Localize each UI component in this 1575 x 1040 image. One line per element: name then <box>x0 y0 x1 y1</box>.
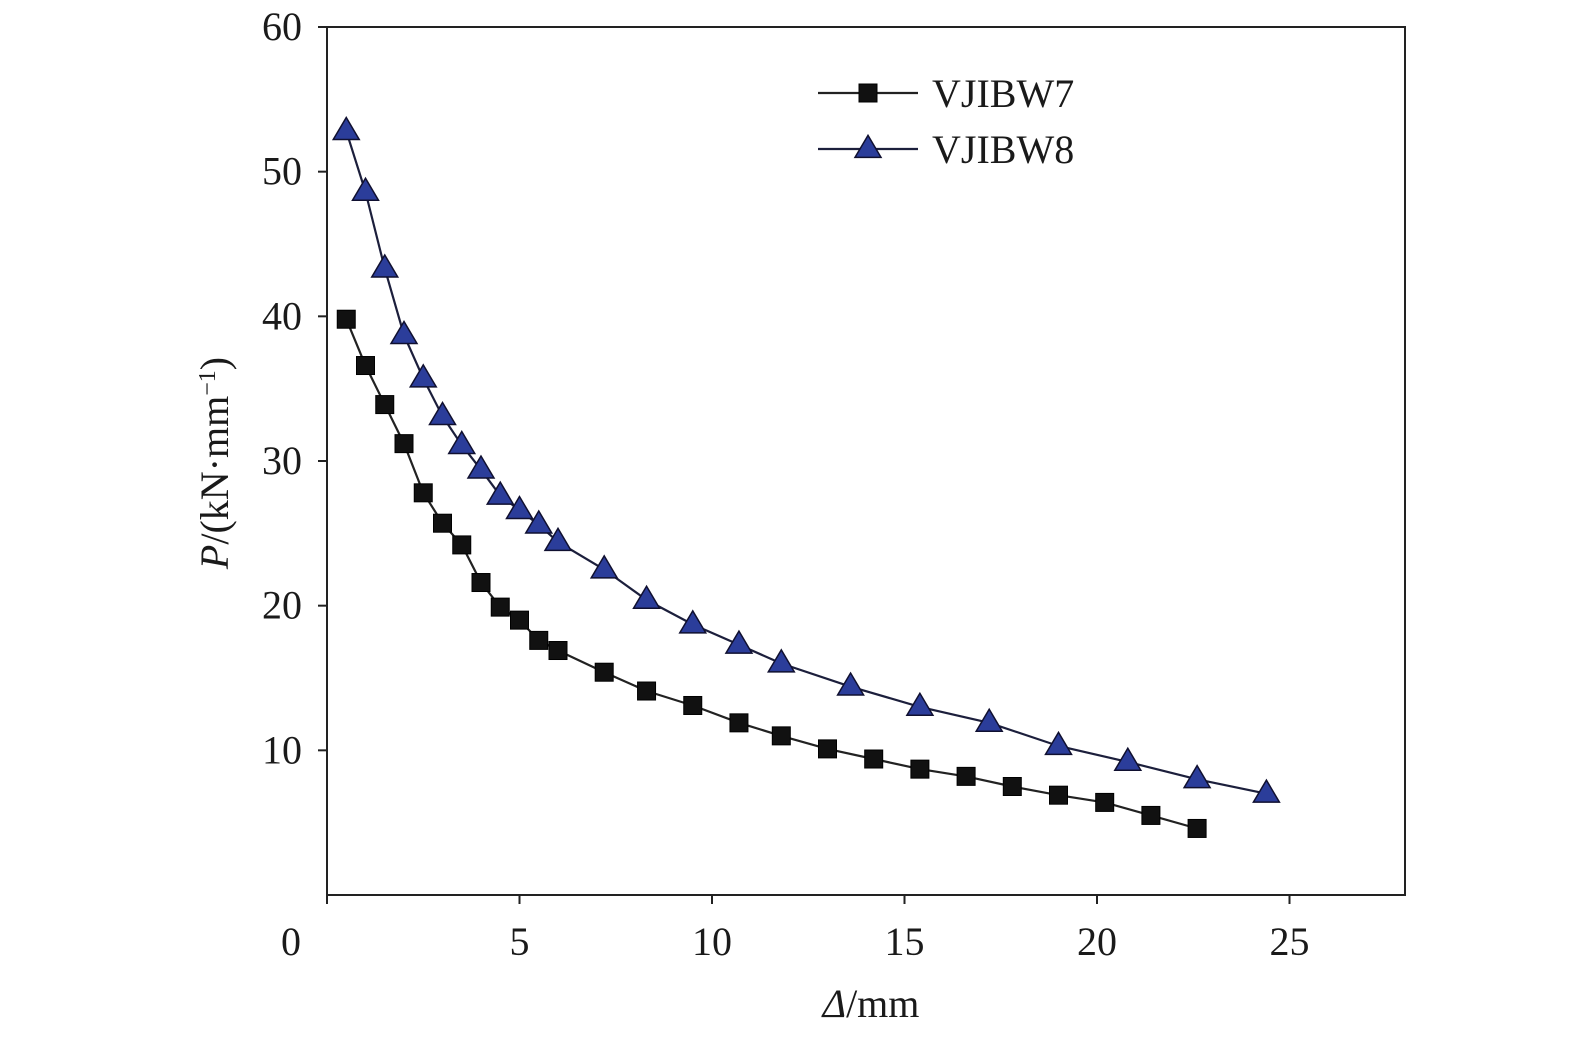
data-point-vjibw7 <box>594 662 614 682</box>
axes-layer: 0 5 10 15 20 25 10 20 30 40 50 60 <box>262 4 1406 964</box>
data-point-vjibw8 <box>1113 746 1143 772</box>
data-point-vjibw8 <box>543 526 573 552</box>
data-point-vjibw8 <box>1044 730 1073 756</box>
legend-marker-vjibw8 <box>853 133 883 159</box>
legend-label-vjibw7: VJIBW7 <box>932 71 1074 116</box>
data-point-vjibw7 <box>1049 785 1068 805</box>
data-point-vjibw7 <box>413 483 433 503</box>
data-point-vjibw8 <box>1182 764 1212 789</box>
y-tick-label: 20 <box>262 583 302 628</box>
data-point-vjibw8 <box>370 253 400 278</box>
y-tick-label: 10 <box>262 727 302 772</box>
data-point-vjibw7 <box>1187 818 1207 838</box>
legend-item-vjibw8: VJIBW8 <box>818 127 1074 172</box>
data-point-vjibw8 <box>428 401 457 426</box>
data-point-vjibw8 <box>466 454 496 479</box>
data-point-vjibw7 <box>864 749 884 769</box>
y-axis-label-close: ) <box>192 357 237 370</box>
data-point-vjibw8 <box>766 648 796 673</box>
data-point-vjibw7 <box>490 597 510 617</box>
data-point-vjibw8 <box>524 509 554 534</box>
data-point-vjibw7 <box>433 513 452 533</box>
data-point-vjibw8 <box>678 609 708 634</box>
data-point-vjibw7 <box>956 766 976 786</box>
data-point-vjibw7 <box>529 630 549 650</box>
y-tick-label: 60 <box>262 4 302 49</box>
data-point-vjibw7 <box>683 695 703 715</box>
data-point-vjibw8 <box>1252 778 1281 803</box>
x-tick-label: 5 <box>510 919 530 964</box>
x-tick-label: 25 <box>1270 919 1310 964</box>
series-layer <box>331 116 1281 838</box>
data-point-vjibw7 <box>452 535 472 555</box>
y-tick-label: 30 <box>262 438 302 483</box>
data-point-vjibw7 <box>548 641 568 661</box>
data-point-vjibw8 <box>632 584 661 609</box>
data-point-vjibw7 <box>375 395 395 415</box>
data-point-vjibw8 <box>351 176 380 202</box>
x-axis-label-unit: /mm <box>846 981 919 1026</box>
x-axis-label: Δ/mm <box>821 981 920 1026</box>
legend-item-vjibw7: VJIBW7 <box>818 71 1074 116</box>
y-axis-label-symbol: P <box>192 545 237 570</box>
data-point-vjibw8 <box>447 429 477 455</box>
x-axis-label-symbol: Δ <box>821 981 846 1026</box>
legend-marker-vjibw7 <box>858 83 878 103</box>
y-tick-label: 50 <box>262 149 302 194</box>
data-point-vjibw8 <box>589 554 619 579</box>
data-point-vjibw7 <box>356 356 375 376</box>
data-point-vjibw8 <box>836 671 865 696</box>
data-point-vjibw8 <box>389 320 419 345</box>
data-point-vjibw7 <box>471 573 491 593</box>
x-tick-label: 15 <box>885 919 925 964</box>
series-vjibw8 <box>331 116 1281 803</box>
x-tick-label: 10 <box>692 919 732 964</box>
series-vjibw7 <box>336 309 1207 838</box>
data-point-vjibw7 <box>771 726 791 746</box>
data-point-vjibw7 <box>729 713 749 733</box>
x-tick-label: 0 <box>281 919 301 964</box>
data-point-vjibw7 <box>910 759 930 779</box>
data-point-vjibw8 <box>408 363 438 388</box>
legend: VJIBW7 VJIBW8 <box>818 71 1074 172</box>
data-point-vjibw8 <box>974 707 1004 732</box>
data-point-vjibw7 <box>394 434 414 454</box>
data-point-vjibw7 <box>1095 792 1115 812</box>
y-axis-label-exponent: −1 <box>195 370 221 396</box>
data-point-vjibw7 <box>336 309 356 329</box>
data-point-vjibw8 <box>724 629 754 654</box>
data-point-vjibw8 <box>485 480 515 505</box>
y-axis-label: P/(kN·mm−1) <box>192 357 237 570</box>
x-tick-label: 20 <box>1077 919 1117 964</box>
data-point-vjibw7 <box>637 681 657 701</box>
data-point-vjibw8 <box>505 495 534 520</box>
data-point-vjibw7 <box>818 739 837 759</box>
data-point-vjibw7 <box>510 610 529 630</box>
data-point-vjibw7 <box>1141 805 1161 825</box>
y-tick-label: 40 <box>262 293 302 338</box>
y-axis-label-unit: /(kN·mm <box>192 396 237 545</box>
legend-label-vjibw8: VJIBW8 <box>932 127 1074 172</box>
data-point-vjibw8 <box>905 691 935 717</box>
data-point-vjibw7 <box>1002 777 1022 796</box>
data-point-vjibw8 <box>331 116 361 141</box>
